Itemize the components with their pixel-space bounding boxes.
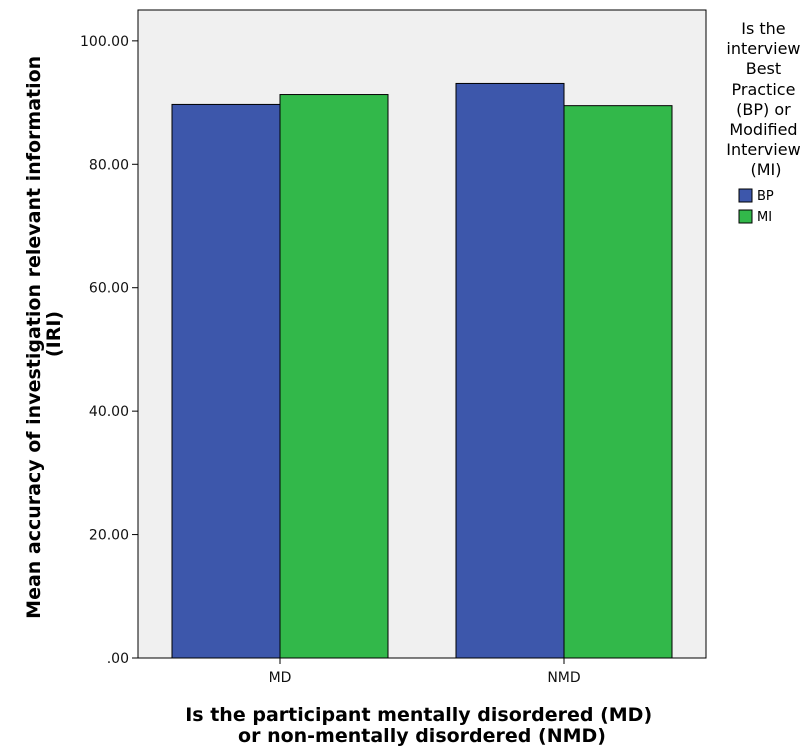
legend-label-mi: MI (757, 210, 772, 225)
legend-title-line: (BP) or (736, 100, 791, 119)
y-tick-label: 80.00 (89, 157, 129, 173)
y-tick-label: .00 (107, 651, 129, 667)
legend-title-line: Interview (726, 140, 800, 159)
legend-title: Is the interview Best Practice (BP) or M… (726, 19, 806, 179)
legend-title-line: Practice (732, 80, 796, 99)
bar-mi-nmd (563, 105, 673, 659)
legend-title-line: Best (746, 59, 781, 78)
y-tick-label: 60.00 (89, 281, 129, 297)
x-axis-title-line-1: Is the participant mentally disordered (… (185, 704, 652, 726)
x-axis-title: Is the participant mentally disordered (… (185, 704, 659, 747)
legend: Is the interview Best Practice (BP) or M… (726, 19, 806, 225)
y-tick-label: 20.00 (89, 528, 129, 544)
bar-mi-md (279, 94, 389, 659)
legend-swatch-bp (738, 188, 753, 203)
x-tick-label: MD (269, 670, 292, 686)
x-axis: MD NMD (269, 658, 581, 686)
y-axis-title: Mean accuracy of investigation relevant … (23, 49, 65, 619)
y-axis-title-line-1: Mean accuracy of investigation relevant … (23, 56, 45, 619)
y-axis: .00 20.00 40.00 60.00 80.00 100.00 (80, 34, 138, 667)
legend-title-line: (MI) (750, 160, 781, 179)
x-axis-title-line-2: or non-mentally disordered (NMD) (238, 725, 606, 747)
x-tick-label: NMD (547, 670, 580, 686)
bars-group (171, 82, 673, 659)
y-tick-label: 100.00 (80, 34, 129, 50)
bar-bp-md (171, 103, 281, 659)
legend-swatch-mi (738, 209, 753, 224)
y-tick-label: 40.00 (89, 404, 129, 420)
legend-title-line: Is the (741, 19, 785, 38)
legend-title-line: Modified (729, 120, 797, 139)
bar-bp-nmd (455, 82, 565, 659)
legend-title-line: interview (726, 39, 800, 58)
legend-label-bp: BP (757, 189, 774, 204)
y-axis-title-line-2: (IRI) (43, 311, 65, 357)
